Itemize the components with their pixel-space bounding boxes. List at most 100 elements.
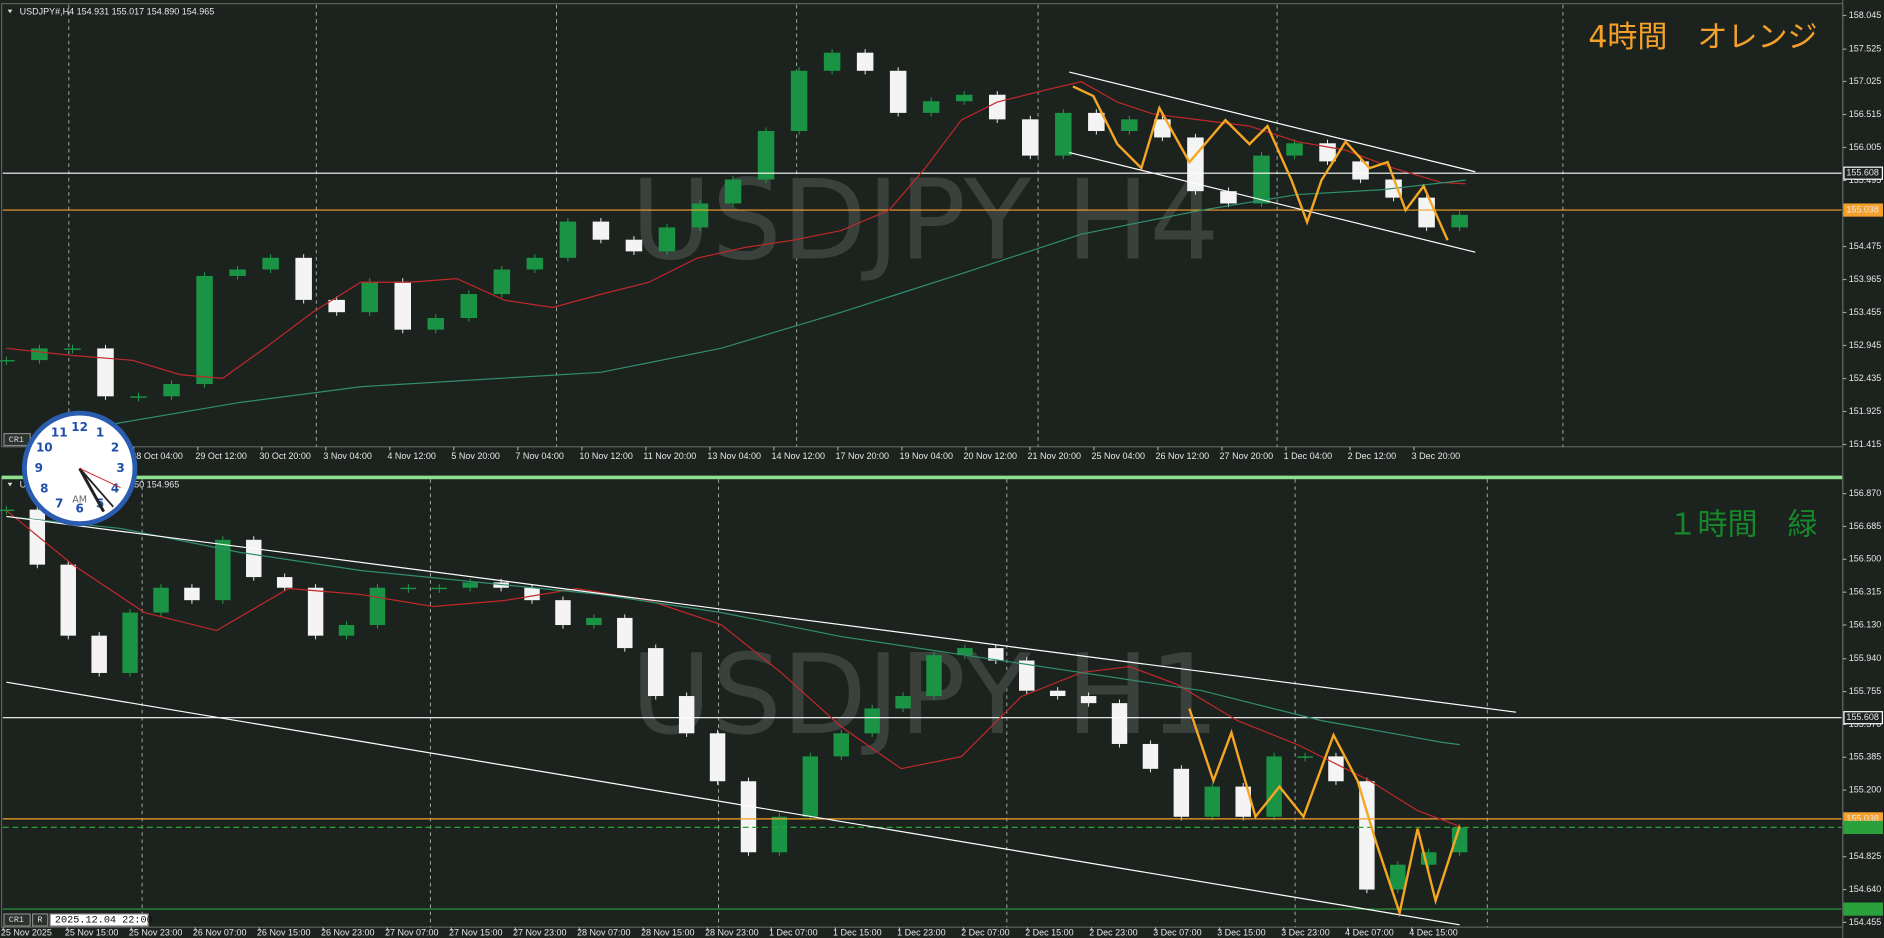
y-tick-label: 155.940: [1849, 653, 1882, 663]
x-tick-label: 28 Nov 07:00: [577, 928, 631, 938]
y-tick-label: 154.825: [1849, 851, 1882, 861]
clock-numeral: 8: [40, 481, 48, 495]
candle: [790, 70, 808, 131]
corner-label: R: [37, 915, 42, 925]
x-tick-label: 25 Nov 23:00: [129, 928, 183, 938]
x-tick-label: 28 Oct 04:00: [131, 451, 183, 461]
candle: [229, 269, 246, 276]
level-label: 155.038: [1846, 204, 1879, 214]
clock-numeral: 9: [35, 461, 43, 475]
x-tick-label: 17 Nov 20:00: [835, 451, 889, 461]
level-tag: [1843, 711, 1884, 725]
candle: [709, 733, 726, 782]
x-tick-label: 1 Dec 15:00: [833, 928, 882, 938]
candle: [1451, 214, 1468, 228]
candle: [369, 587, 386, 626]
candle: [526, 257, 544, 270]
clock-numeral: 12: [71, 420, 88, 434]
level-tag: [1843, 820, 1884, 835]
level-tag: [1843, 902, 1884, 916]
candle: [1220, 191, 1237, 204]
candle: [262, 257, 279, 270]
x-tick-label: 27 Nov 23:00: [513, 928, 567, 938]
candle: [1049, 690, 1066, 697]
candle: [427, 318, 445, 330]
candle: [823, 52, 841, 71]
second-hand: [79, 467, 121, 489]
y-tick-label: 157.025: [1849, 76, 1882, 86]
y-tick-label: 158.045: [1849, 10, 1882, 20]
vgrid: [68, 4, 1564, 928]
y-tick-label: 156.315: [1849, 587, 1882, 597]
candle: [895, 696, 911, 709]
axes: 158.045 157.525 157.025 156.515 156.005 155.4…: [1, 10, 1884, 938]
x-tick-label: 3 Dec 07:00: [1153, 928, 1202, 938]
candle: [1111, 703, 1128, 744]
x-tick-label: 3 Dec 23:00: [1281, 928, 1330, 938]
candle: [988, 648, 1004, 661]
candle: [460, 294, 478, 319]
candle: [1390, 864, 1406, 890]
x-tick-label: 27 Nov 20:00: [1220, 451, 1274, 461]
y-tick-label: 157.525: [1849, 44, 1882, 54]
clock-numeral: 11: [51, 426, 68, 440]
y-tick-label: 156.870: [1849, 488, 1882, 498]
x-tick-label: 4 Dec 15:00: [1409, 928, 1458, 938]
level-label: 155.038: [1846, 813, 1879, 823]
x-tick-label: 25 Nov 04:00: [1092, 451, 1146, 461]
x-tick-label: 28 Nov 15:00: [641, 928, 695, 938]
candle: [757, 130, 775, 180]
candle: [524, 587, 540, 601]
charts: USDJPY H4 4時間 オレンジ USDJPY#,H4 154.931 155.…: [0, 6, 1842, 910]
x-tick-label: 3 Dec 20:00: [1412, 451, 1461, 461]
candle: [1328, 756, 1344, 782]
candle: [361, 281, 378, 313]
candle: [625, 239, 643, 252]
candle: [617, 617, 633, 649]
candle: [60, 564, 76, 636]
candle: [802, 756, 819, 817]
clock-numeral: 2: [111, 440, 119, 454]
candle: [1022, 119, 1039, 156]
y-tick-label: 153.965: [1849, 274, 1882, 284]
x-tick-label: 29 Oct 12:00: [195, 451, 247, 461]
candle: [307, 587, 324, 636]
x-tick-label: 3 Nov 04:00: [323, 451, 372, 461]
candle: [215, 539, 231, 601]
watermark: USDJPY H4: [631, 156, 1220, 285]
candle: [29, 509, 46, 565]
x-tick-label: 26 Nov 07:00: [193, 928, 247, 938]
x-tick-label: 3 Dec 15:00: [1217, 928, 1266, 938]
x-tick-label: 26 Nov 23:00: [321, 928, 375, 938]
x-tick-label: 11 Nov 20:00: [643, 451, 696, 461]
y-tick-label: 154.475: [1849, 241, 1882, 251]
candle: [955, 94, 973, 102]
y-tick-label: 156.515: [1849, 109, 1882, 119]
candle: [122, 612, 138, 673]
candle: [856, 52, 874, 71]
level-tag: [1843, 166, 1884, 180]
candle: [153, 587, 169, 613]
y-tick-label: 156.130: [1849, 619, 1882, 629]
candle: [1235, 786, 1251, 817]
x-tick-label: 26 Nov 15:00: [257, 928, 311, 938]
y-tick-label: 155.200: [1849, 785, 1882, 795]
y-tick-label: 155.385: [1849, 752, 1882, 762]
candle: [1055, 112, 1072, 156]
panel-header: USDJPY#,H4 154.931 155.017 154.890 154.9…: [20, 6, 215, 16]
candle: [400, 587, 417, 590]
candle: [246, 539, 262, 578]
candle: [771, 816, 788, 853]
candle: [91, 635, 107, 673]
clock-numeral: 3: [116, 461, 124, 475]
x-tick-label: 14 Nov 12:00: [771, 451, 825, 461]
candle: [1286, 143, 1303, 156]
clock-numeral: 7: [55, 496, 63, 510]
y-tick-label: 154.640: [1849, 884, 1882, 894]
candle: [864, 708, 880, 734]
x-tick-label: 7 Nov 04:00: [515, 451, 564, 461]
corner-label: CR1: [9, 435, 24, 445]
candle: [1080, 696, 1097, 704]
